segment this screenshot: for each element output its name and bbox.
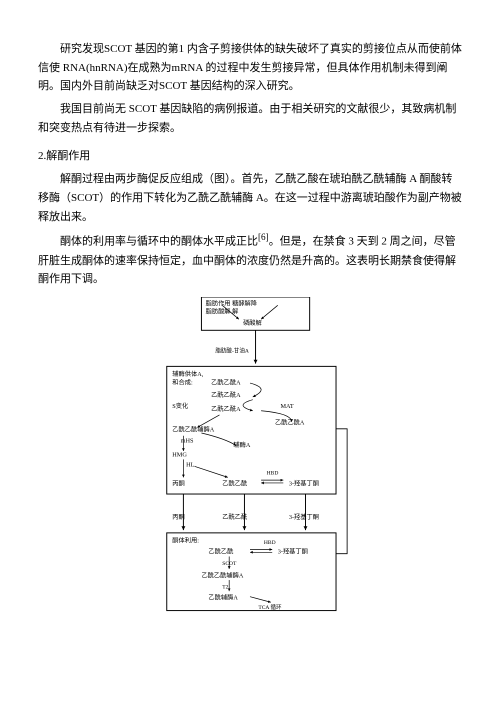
svg-text:MAT: MAT (281, 403, 294, 410)
paragraph-3: 解酮过程由两步酶促反应组成（图）。首先，乙酰乙酸在琥珀酰乙酰辅酶 A 酮酸转移酶… (38, 170, 462, 226)
svg-text:乙酰乙酰A: 乙酰乙酰A (211, 378, 241, 386)
paragraph-4-head: 酮体的利用率与循环中的酮体水平成正比 (60, 236, 258, 248)
svg-text:辅酶A: 辅酶A (233, 441, 250, 449)
svg-text:乙酰乙酰A: 乙酰乙酰A (211, 391, 241, 399)
paragraph-4: 酮体的利用率与循环中的酮体水平成正比[6]。但是，在禁食 3 天到 2 周之间，… (38, 230, 462, 289)
svg-text:3-羟基丁酮: 3-羟基丁酮 (278, 548, 308, 556)
flowchart-diagram: 脂肪作用 糖酵解降 脂肪酸解 解 磷酸解 脂肪酸-甘油A 辅酶供体A, 和合成:… (125, 297, 375, 637)
svg-text:T2: T2 (222, 584, 228, 590)
svg-text:SCOT: SCOT (222, 561, 237, 567)
svg-text:乙酰乙酰辅酶A: 乙酰乙酰辅酶A (172, 425, 214, 433)
svg-text:3-羟基丁酮: 3-羟基丁酮 (289, 513, 319, 521)
svg-text:乙酰辅酶A: 乙酰辅酶A (208, 593, 238, 601)
svg-text:HMG: HMG (172, 451, 187, 458)
svg-text:丙酮: 丙酮 (172, 481, 184, 488)
svg-text:TCA 循环: TCA 循环 (258, 603, 282, 611)
svg-text:HBD: HBD (264, 540, 276, 546)
svg-text:辅酶供体A,: 辅酶供体A, (172, 370, 203, 378)
paragraph-1: 研究发现SCOT 基因的第1 内含子剪接供体的缺失破坏了真实的剪接位点从而使前体… (38, 40, 462, 96)
svg-text:mHS: mHS (181, 438, 194, 445)
svg-text:S变化: S变化 (172, 402, 188, 410)
citation-ref: [6] (258, 232, 269, 242)
svg-text:乙酰乙酰A: 乙酰乙酰A (275, 419, 305, 427)
svg-text:丙酮: 丙酮 (172, 514, 184, 521)
svg-text:HL: HL (186, 461, 195, 468)
top-arrow-label: 脂肪酸-甘油A (215, 346, 249, 354)
svg-text:酮体利用:: 酮体利用: (172, 536, 199, 544)
svg-text:乙酰乙酰: 乙酰乙酰 (208, 548, 234, 556)
svg-text:HBD: HBD (267, 471, 279, 477)
paragraph-2: 我国目前尚无 SCOT 基因缺陷的病例报道。由于相关研究的文献很少，其致病机制和… (38, 100, 462, 137)
svg-text:乙酰乙酰辅酶A: 乙酰乙酰辅酶A (201, 571, 243, 579)
svg-text:3-羟基丁酮: 3-羟基丁酮 (289, 480, 319, 488)
svg-text:乙酰乙酰: 乙酰乙酰 (222, 513, 248, 521)
svg-text:乙酰乙酰A: 乙酰乙酰A (211, 405, 241, 413)
svg-text:和合成:: 和合成: (172, 378, 193, 386)
section-heading: 2.解酮作用 (38, 147, 462, 166)
svg-text:乙酰乙酰: 乙酰乙酰 (222, 480, 248, 488)
svg-text:脂肪作用 糖酵解降: 脂肪作用 糖酵解降 (206, 299, 258, 307)
svg-text:磷酸解: 磷酸解 (243, 319, 262, 327)
